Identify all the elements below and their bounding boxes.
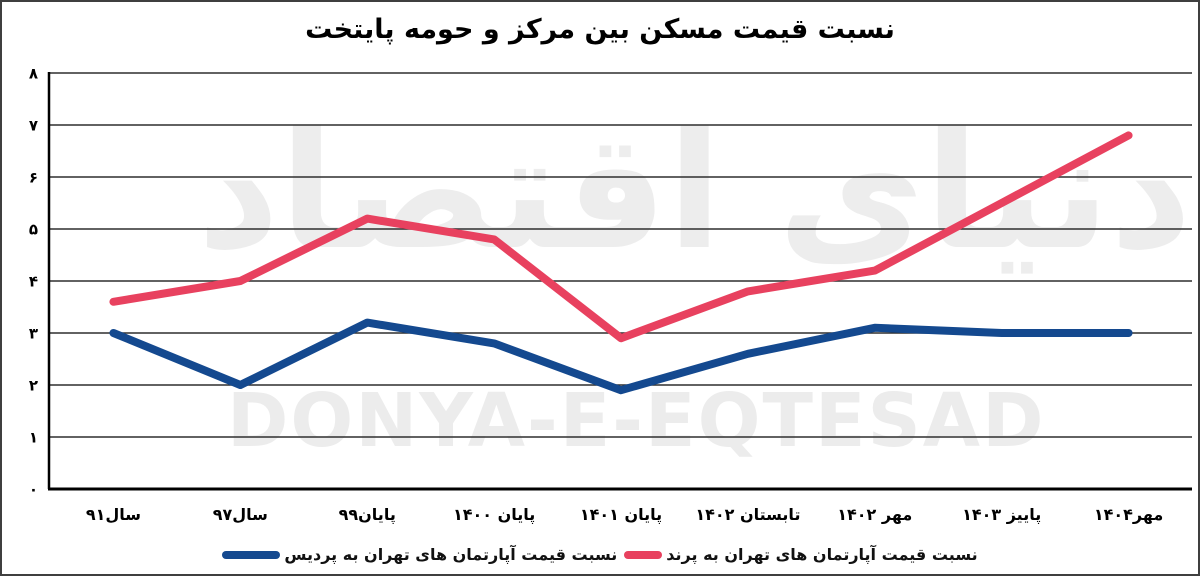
x-tick-label: پاییز ۱۴۰۳ xyxy=(962,505,1041,525)
y-tick-label: ۸ xyxy=(29,65,38,83)
x-tick-label: سال۹۱ xyxy=(86,505,141,524)
y-tick-label: ۲ xyxy=(29,377,38,395)
legend-item-parand: نسبت قیمت آپارتمان های تهران به پرند xyxy=(624,545,978,564)
x-tick-label: پایان ۱۴۰۰ xyxy=(453,505,535,525)
y-tick-label: ۰ xyxy=(29,481,38,499)
x-tick-label: مهر۱۴۰۴ xyxy=(1094,505,1163,524)
watermark-latin-text: DONYA-E-EQTESAD xyxy=(227,378,1046,464)
chart-title: نسبت قیمت مسکن بین مرکز و حومه پایتخت xyxy=(305,14,895,45)
legend: نسبت قیمت آپارتمان های تهران به پردیس نس… xyxy=(2,545,1198,564)
series-line-parand xyxy=(109,131,1133,343)
x-tick-label: پایان ۱۴۰۱ xyxy=(580,505,662,525)
legend-swatch-pardis-blue xyxy=(222,550,281,559)
legend-label-parand: نسبت قیمت آپارتمان های تهران به پرند xyxy=(666,545,978,564)
x-tick-label: مهر ۱۴۰۲ xyxy=(837,505,912,524)
legend-swatch-parand-pink xyxy=(624,550,663,559)
y-tick-label: ۱ xyxy=(29,429,38,447)
x-tick-label: پایان۹۹ xyxy=(339,505,396,525)
y-tick-label: ۳ xyxy=(29,325,38,343)
y-tick-label: ۴ xyxy=(29,273,38,291)
y-tick-label: ۷ xyxy=(29,117,38,135)
y-tick-label: ۵ xyxy=(29,221,38,239)
legend-label-pardis: نسبت قیمت آپارتمان های تهران به پردیس xyxy=(284,545,618,564)
y-tick-label: ۶ xyxy=(29,169,38,187)
x-tick-label: سال۹۷ xyxy=(213,505,268,524)
series-line-pardis xyxy=(109,318,1133,395)
legend-item-pardis: نسبت قیمت آپارتمان های تهران به پردیس xyxy=(222,545,617,564)
x-tick-label: تابستان ۱۴۰۲ xyxy=(695,505,800,524)
